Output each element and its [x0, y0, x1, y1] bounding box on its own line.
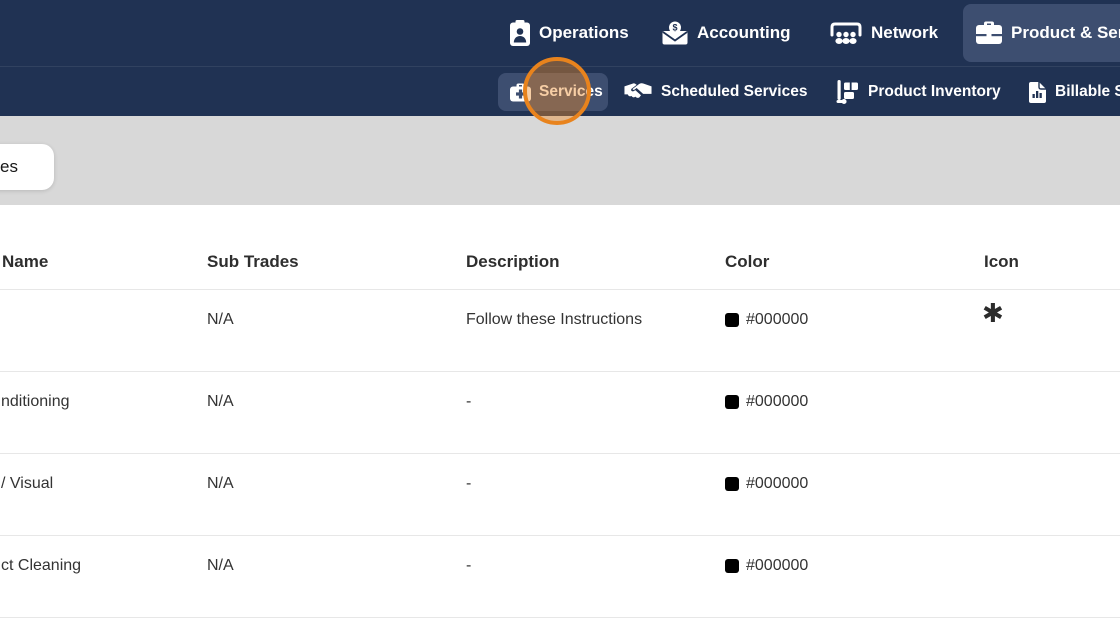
cell-sub-trades: N/A	[207, 557, 234, 574]
subnav-item-services[interactable]: Services	[498, 73, 608, 111]
cell-name: nditioning	[1, 393, 70, 410]
handshake-icon	[624, 83, 652, 101]
table-header-row: Name Sub Trades Description Color Icon	[0, 205, 1120, 290]
active-page-tab-label: es	[0, 157, 18, 176]
table-row[interactable]: / Visual N/A - #000000	[0, 454, 1120, 536]
trades-table: Name Sub Trades Description Color Icon N…	[0, 205, 1120, 625]
nav-item-network[interactable]: Network	[830, 0, 938, 66]
subnav-services-label: Services	[539, 83, 603, 100]
cell-color: #000000	[725, 393, 808, 411]
page-tab-strip: es	[0, 116, 1120, 205]
cell-name: ct Cleaning	[1, 557, 82, 574]
nav-accounting-label: Accounting	[697, 23, 791, 42]
secondary-navbar: Services Scheduled Services	[0, 66, 1120, 116]
subnav-scheduled-services-label: Scheduled Services	[661, 83, 808, 100]
color-swatch	[725, 313, 739, 327]
briefcase-icon	[976, 21, 1002, 45]
subnav-product-inventory-label: Product Inventory	[868, 83, 1001, 100]
col-header-icon: Icon	[984, 252, 1019, 271]
cell-color: #000000	[725, 557, 808, 575]
envelope-dollar-icon: $	[662, 21, 688, 45]
table-row[interactable]: ct Cleaning N/A - #000000	[0, 536, 1120, 618]
cell-sub-trades: N/A	[207, 393, 234, 410]
svg-text:$: $	[672, 23, 677, 33]
primary-navbar: Operations $ Accounting	[0, 0, 1120, 66]
color-swatch	[725, 477, 739, 491]
color-swatch	[725, 559, 739, 573]
cell-color: #000000	[725, 475, 808, 493]
subnav-item-product-inventory[interactable]: Product Inventory	[836, 67, 1001, 117]
col-header-description: Description	[466, 252, 560, 271]
nav-operations-label: Operations	[539, 23, 629, 42]
file-chart-icon	[1029, 81, 1046, 103]
color-value: #000000	[746, 311, 809, 328]
cell-description: -	[466, 393, 472, 410]
nav-item-product-services[interactable]: Product & Ser	[963, 4, 1120, 62]
cell-description: Follow these Instructions	[466, 311, 643, 328]
table-row[interactable]: nditioning N/A - #000000	[0, 372, 1120, 454]
cell-description: -	[466, 475, 472, 492]
subnav-billable-services-label: Billable S	[1055, 83, 1120, 100]
color-value: #000000	[746, 393, 809, 410]
cell-description: -	[466, 557, 472, 574]
hand-truck-icon	[836, 80, 859, 104]
color-value: #000000	[746, 557, 809, 574]
active-page-tab[interactable]: es	[0, 144, 54, 190]
nav-product-services-label: Product & Ser	[1011, 23, 1120, 42]
clipboard-user-icon	[510, 20, 530, 46]
table-row[interactable]: N/A Follow these Instructions #000000 ✱	[0, 290, 1120, 372]
subnav-item-billable-services[interactable]: Billable S	[1029, 67, 1120, 117]
cell-sub-trades: N/A	[207, 311, 234, 328]
col-header-color: Color	[725, 252, 770, 271]
trade-icon: ✱	[982, 298, 1004, 328]
color-value: #000000	[746, 475, 809, 492]
cell-sub-trades: N/A	[207, 475, 234, 492]
color-swatch	[725, 395, 739, 409]
col-header-sub-trades: Sub Trades	[207, 252, 299, 271]
nav-item-operations[interactable]: Operations	[510, 0, 629, 66]
nav-item-accounting[interactable]: $ Accounting	[662, 0, 791, 66]
org-chart-icon	[830, 21, 862, 45]
cell-name: / Visual	[1, 475, 54, 492]
nav-network-label: Network	[871, 23, 939, 42]
subnav-item-scheduled-services[interactable]: Scheduled Services	[624, 67, 807, 117]
cell-color: #000000	[725, 311, 808, 329]
col-header-name: Name	[2, 252, 49, 271]
medical-kit-icon	[510, 83, 531, 102]
